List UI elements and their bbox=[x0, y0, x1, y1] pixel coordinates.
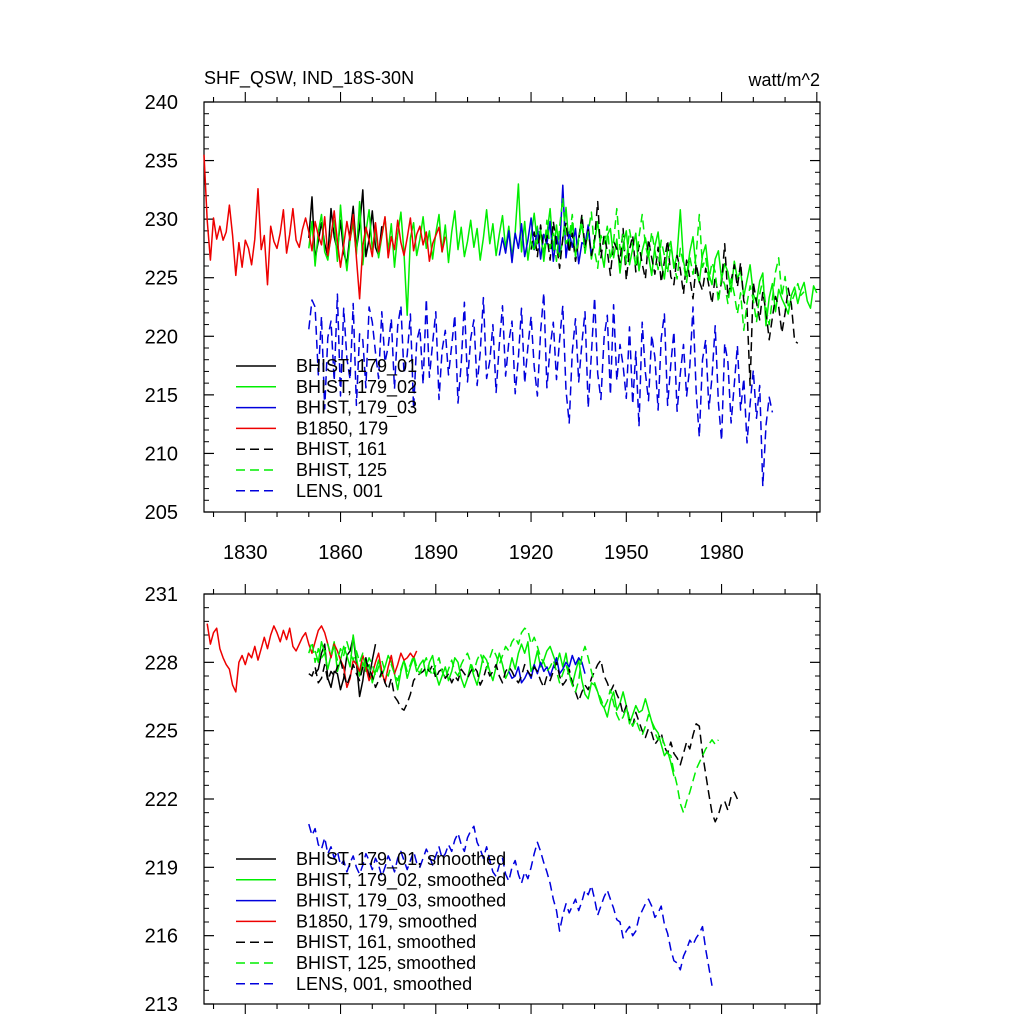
bottom-series-line bbox=[308, 823, 713, 986]
top-legend-label: BHIST, 179_03 bbox=[296, 398, 417, 419]
top-series-line bbox=[308, 292, 774, 487]
top-legend-label: LENS, 001 bbox=[296, 481, 383, 501]
top-y-tick-label: 215 bbox=[145, 385, 178, 407]
bottom-legend-label: BHIST, 179_02, smoothed bbox=[296, 870, 506, 891]
bottom-series-line bbox=[314, 634, 675, 777]
top-series-line bbox=[203, 154, 447, 300]
top-x-tick-label: 1980 bbox=[699, 542, 744, 564]
bottom-series-line bbox=[308, 627, 720, 814]
top-y-tick-label: 225 bbox=[145, 268, 178, 290]
top-legend-label: BHIST, 161 bbox=[296, 439, 387, 459]
bottom-y-tick-label: 225 bbox=[145, 721, 178, 743]
top-y-tick-label: 205 bbox=[145, 502, 178, 524]
bottom-series-lines bbox=[206, 623, 739, 986]
bottom-legend-label: BHIST, 179_03, smoothed bbox=[296, 891, 506, 912]
bottom-y-tick-labels: 213 216 219 222 225 228 231 bbox=[145, 584, 178, 1016]
bottom-ticks bbox=[204, 584, 820, 1014]
top-x-tick-label: 1950 bbox=[604, 542, 649, 564]
top-series-line bbox=[498, 184, 593, 265]
top-title: SHF_QSW, IND_18S-30N bbox=[204, 68, 414, 89]
bottom-series-line bbox=[308, 659, 739, 823]
bottom-legend-label: B1850, 179, smoothed bbox=[296, 911, 477, 931]
top-x-tick-labels: 1830 1860 1890 1920 1950 1980 bbox=[223, 542, 744, 564]
top-x-tick-label: 1860 bbox=[318, 542, 363, 564]
top-legend-label: BHIST, 179_02 bbox=[296, 377, 417, 398]
bottom-series-line bbox=[508, 654, 586, 684]
top-ticks bbox=[204, 92, 820, 522]
bottom-y-tick-label: 216 bbox=[145, 926, 178, 948]
top-y-tick-label: 240 bbox=[145, 92, 178, 114]
top-series-line bbox=[530, 200, 799, 387]
bottom-y-tick-label: 231 bbox=[145, 584, 178, 606]
top-panel: SHF_QSW, IND_18S-30N watt/m^2 2052102152… bbox=[145, 68, 821, 564]
bottom-panel: 213 216 219 222 225 228 231 BHIST, 179_01, smo… bbox=[145, 584, 821, 1016]
top-x-tick-label: 1890 bbox=[414, 542, 459, 564]
top-y-tick-label: 230 bbox=[145, 209, 178, 231]
bottom-y-tick-label: 219 bbox=[145, 857, 178, 879]
top-x-tick-label: 1920 bbox=[509, 542, 554, 564]
top-y-tick-label: 220 bbox=[145, 326, 178, 348]
top-legend-label: BHIST, 179_01 bbox=[296, 356, 417, 377]
top-y-tick-labels: 205 210 215 220 225 230 235 240 bbox=[145, 92, 178, 524]
bottom-legend-label: LENS, 001, smoothed bbox=[296, 974, 472, 994]
top-series-lines bbox=[203, 154, 818, 487]
top-x-tick-label: 1830 bbox=[223, 542, 268, 564]
top-y-tick-label: 235 bbox=[145, 151, 178, 173]
top-legend-label: B1850, 179 bbox=[296, 418, 388, 438]
bottom-y-tick-label: 213 bbox=[145, 994, 178, 1016]
top-plot-frame bbox=[203, 101, 821, 513]
bottom-legend-label: BHIST, 161, smoothed bbox=[296, 932, 476, 952]
top-units: watt/m^2 bbox=[748, 70, 820, 90]
top-series-line bbox=[530, 197, 805, 332]
bottom-y-tick-label: 222 bbox=[145, 789, 178, 811]
bottom-legend-label: BHIST, 125, smoothed bbox=[296, 953, 476, 973]
top-y-tick-label: 210 bbox=[145, 443, 178, 465]
bottom-y-tick-label: 228 bbox=[145, 652, 178, 674]
bottom-legend-label: BHIST, 179_01, smoothed bbox=[296, 849, 506, 870]
top-legend-label: BHIST, 125 bbox=[296, 460, 387, 480]
